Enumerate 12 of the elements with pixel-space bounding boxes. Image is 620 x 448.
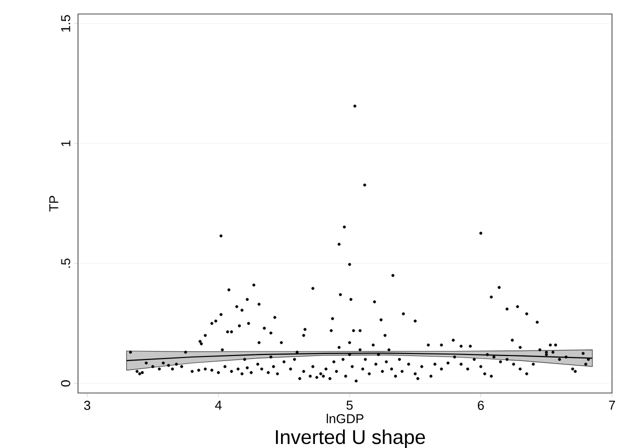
x-tick-label: 3 bbox=[84, 400, 90, 410]
y-tick-label: .5 bbox=[61, 258, 70, 268]
text: Inverted U shape bbox=[276, 430, 425, 448]
x-tick-label: 7 bbox=[609, 400, 615, 410]
x-tick-label: 6 bbox=[478, 400, 484, 410]
x-axis-title: lnGDP bbox=[326, 414, 364, 424]
y-tick-label: 0 bbox=[61, 380, 70, 386]
x-tick-label: 4 bbox=[215, 400, 222, 410]
y-tick-label: 1 bbox=[61, 140, 70, 146]
x-tick-label: 5 bbox=[346, 400, 353, 410]
y-tick-label: 1.5 bbox=[61, 15, 70, 32]
y-axis-title: TP bbox=[49, 196, 58, 212]
